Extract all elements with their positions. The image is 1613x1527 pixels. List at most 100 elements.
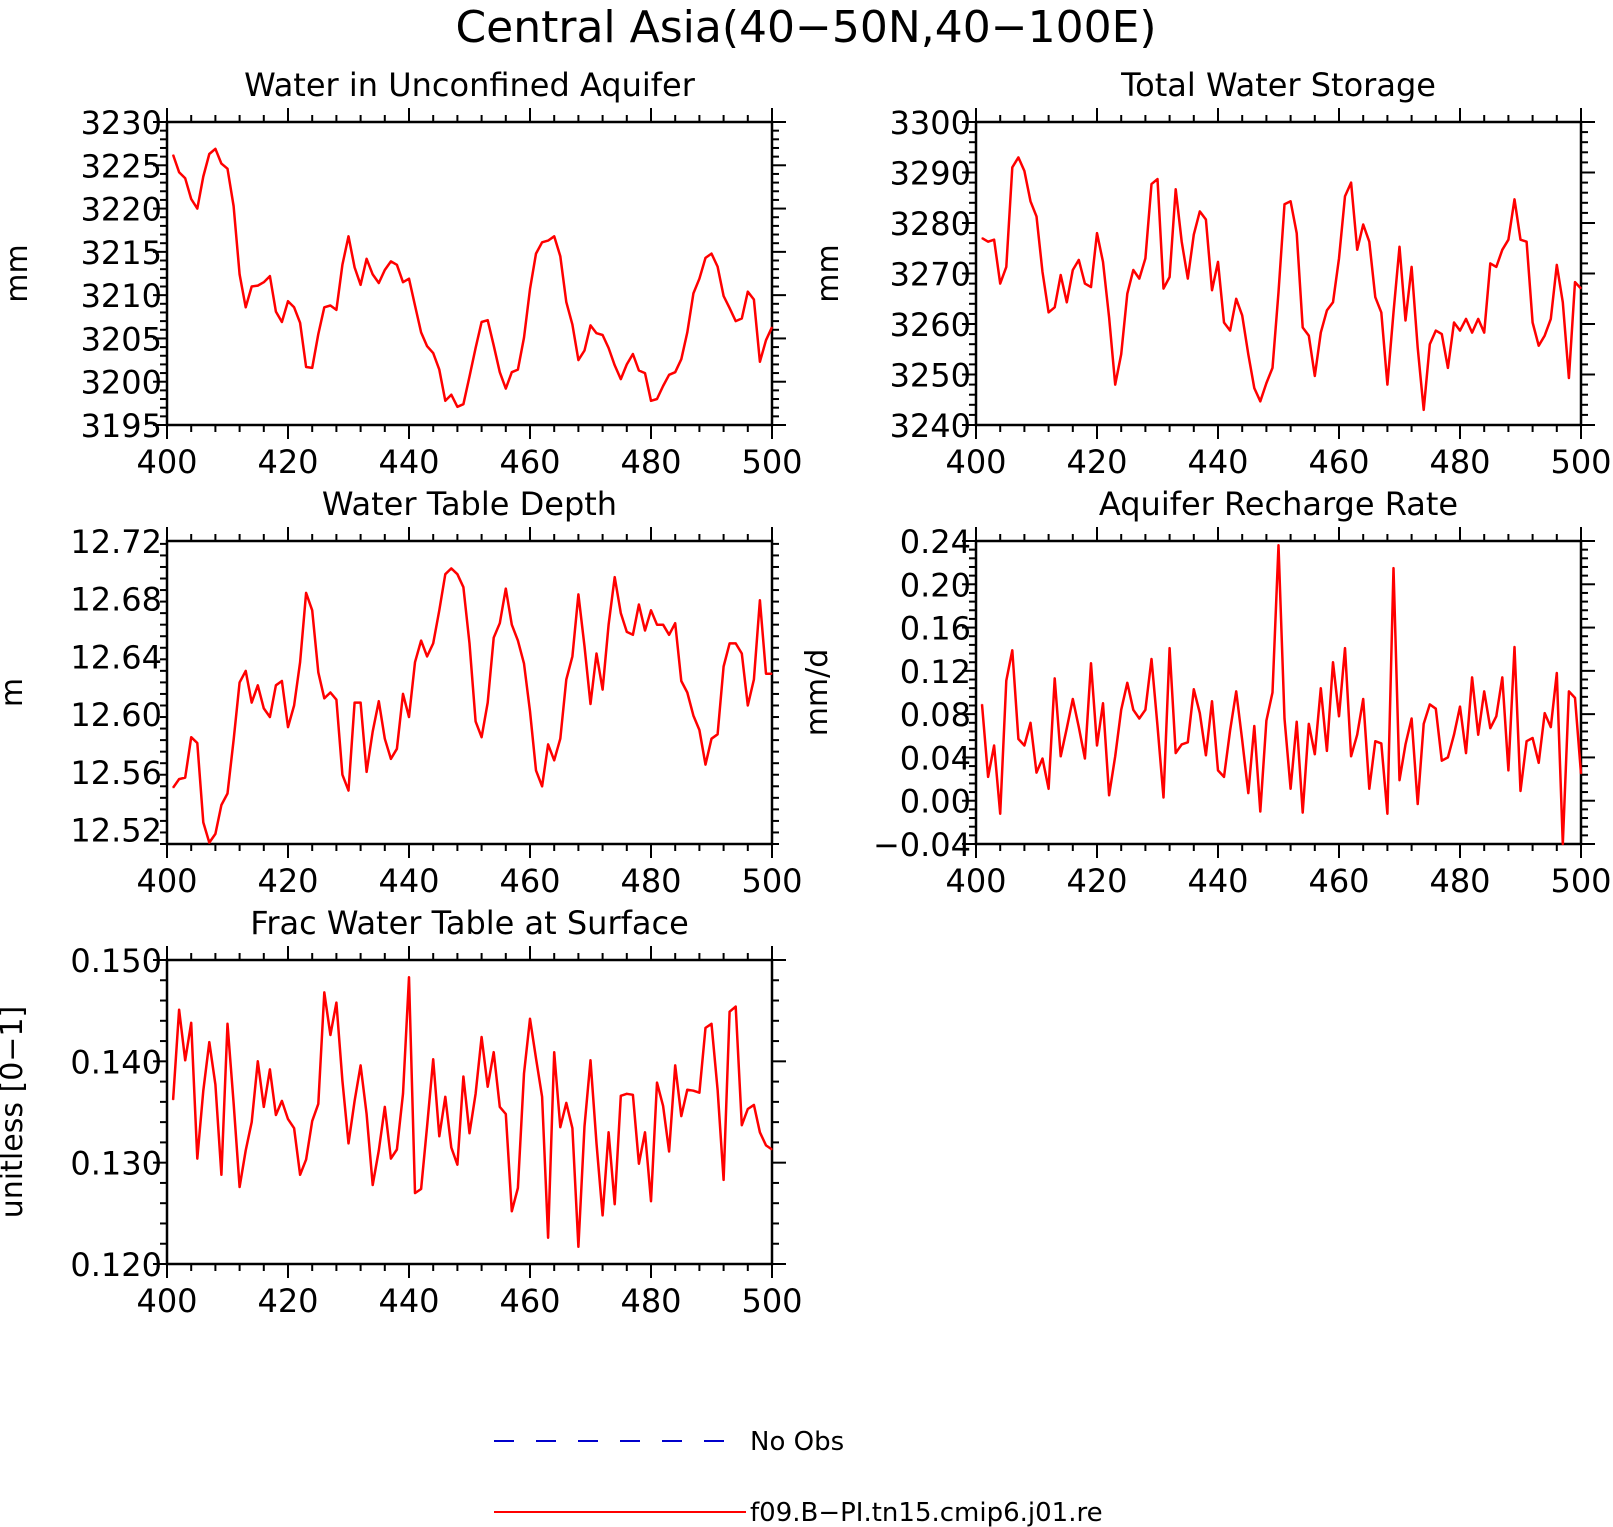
x-tick-label: 440 — [378, 1282, 439, 1320]
x-tick-label: 460 — [499, 1282, 560, 1320]
data-point — [626, 1093, 628, 1095]
data-point — [1350, 755, 1352, 757]
data-point — [1411, 717, 1413, 720]
data-point — [402, 693, 404, 695]
data-point — [735, 642, 737, 645]
data-point — [523, 1072, 525, 1075]
data-point — [632, 353, 634, 355]
y-axis-title: mm — [811, 244, 846, 302]
data-point — [281, 680, 283, 682]
y-tick-label: 0.08 — [900, 696, 971, 734]
data-point — [1314, 753, 1316, 755]
data-point — [1404, 319, 1407, 322]
data-point — [747, 704, 749, 707]
data-point — [390, 1158, 392, 1160]
data-point — [335, 1002, 337, 1004]
data-point — [1247, 792, 1249, 794]
data-point — [668, 1150, 670, 1153]
data-point — [511, 1210, 513, 1212]
data-point — [1344, 647, 1346, 649]
data-point — [1102, 702, 1104, 704]
data-point — [178, 171, 180, 173]
data-point — [414, 1192, 416, 1194]
data-point — [710, 1023, 713, 1025]
data-point — [1114, 384, 1116, 386]
data-point — [202, 821, 204, 824]
data-point — [656, 398, 658, 400]
y-tick-label: 0.12 — [900, 653, 971, 691]
data-point — [1562, 301, 1564, 303]
data-point — [1241, 739, 1243, 741]
data-point — [565, 301, 567, 303]
data-point — [1471, 676, 1473, 679]
data-point — [257, 285, 259, 287]
data-point — [1265, 382, 1267, 384]
data-point — [1265, 720, 1267, 722]
plot-frame — [165, 958, 774, 1266]
data-point — [1538, 345, 1540, 347]
x-tick-label: 400 — [136, 1282, 197, 1320]
data-point — [753, 298, 755, 301]
data-point — [1114, 755, 1116, 757]
data-point — [1296, 232, 1298, 234]
data-point — [263, 1106, 265, 1108]
y-tick-label: 3250 — [890, 357, 971, 395]
data-point — [1495, 715, 1497, 717]
data-point — [638, 369, 640, 372]
data-point — [1223, 321, 1225, 324]
data-point — [668, 634, 670, 636]
y-tick-label: 3280 — [890, 205, 971, 243]
data-point — [450, 394, 452, 396]
data-point — [1398, 779, 1401, 781]
data-point — [384, 269, 386, 271]
data-point — [571, 655, 574, 658]
data-point — [1453, 734, 1455, 736]
data-point — [771, 1148, 773, 1151]
data-point — [1060, 755, 1062, 757]
data-point — [275, 311, 277, 313]
data-point — [559, 1126, 561, 1128]
data-point — [1072, 269, 1074, 271]
data-point — [444, 1096, 446, 1098]
data-point — [1211, 289, 1213, 291]
data-point — [1501, 676, 1503, 679]
data-point — [1513, 646, 1516, 648]
plot-frame — [974, 539, 1583, 846]
data-point — [456, 406, 458, 408]
data-point — [1562, 843, 1564, 845]
data-point — [335, 309, 337, 311]
data-point — [505, 388, 507, 390]
data-point — [753, 678, 755, 681]
data-point — [1532, 737, 1534, 739]
data-point — [1283, 717, 1286, 720]
data-point — [1156, 725, 1159, 727]
data-point — [987, 241, 989, 243]
data-point — [729, 307, 731, 309]
data-point — [1423, 723, 1425, 725]
data-point — [1017, 738, 1020, 740]
data-point — [263, 707, 265, 710]
data-point — [1417, 347, 1419, 349]
data-point — [1344, 195, 1346, 197]
y-tick-label: 3300 — [890, 104, 971, 142]
data-point — [1054, 677, 1056, 680]
x-tick-label: 420 — [1066, 443, 1127, 481]
data-point — [360, 1064, 362, 1066]
series-line — [981, 156, 1582, 412]
data-point — [1429, 703, 1431, 706]
data-point — [299, 322, 301, 324]
data-point — [981, 237, 983, 239]
data-point — [1271, 367, 1274, 369]
data-point — [1029, 200, 1032, 202]
data-point — [1011, 166, 1013, 168]
data-point — [553, 759, 555, 761]
data-point — [529, 1018, 531, 1020]
data-point — [1435, 708, 1437, 710]
data-point — [1380, 311, 1382, 313]
y-tick-label: 0.04 — [900, 739, 971, 777]
data-point — [1144, 257, 1146, 259]
chart-panel-frac-water-table: Frac Water Table at Surface unitless [0−1… — [0, 904, 803, 1320]
data-point — [287, 1118, 289, 1120]
data-point — [535, 253, 537, 255]
data-point — [293, 704, 295, 707]
